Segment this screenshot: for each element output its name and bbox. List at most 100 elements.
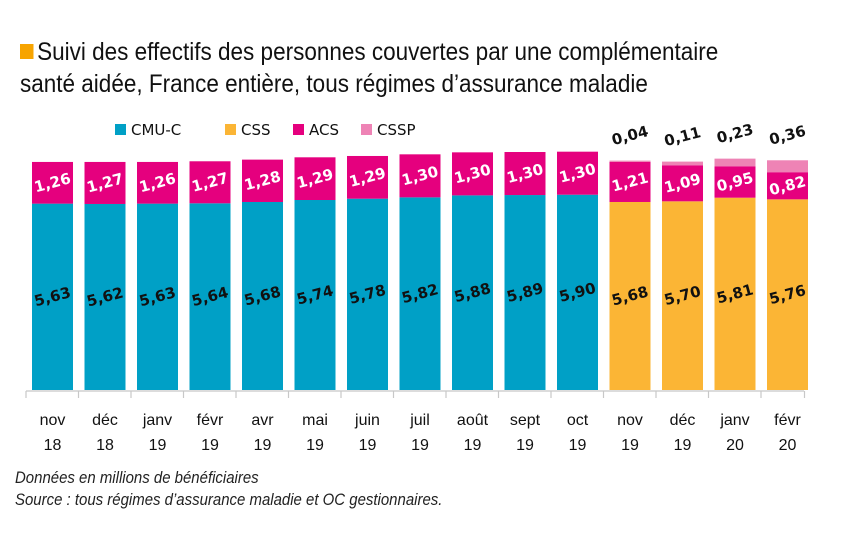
x-tick-label-month: août [457, 412, 489, 429]
bars: 5,631,26 5,621,27 5,631,26 5,641,27 5,681,28… [32, 120, 808, 390]
x-tick-label-year: 18 [44, 437, 62, 454]
bar-segment-acs [452, 152, 493, 196]
bar-group: 5,701,090,11 [662, 123, 703, 390]
bar-segment-cssp [714, 158, 756, 167]
bar-segment-acs [242, 159, 283, 202]
bar-segment-cmu-c [452, 195, 493, 390]
legend-item-cmu-c: CMU-C [115, 121, 181, 139]
x-tick-label-year: 19 [621, 437, 639, 454]
legend-swatch [293, 124, 304, 135]
x-tick-label-month: déc [670, 412, 696, 429]
bar-segment-cmu-c [504, 195, 546, 390]
data-label-cssp: 0,23 [715, 120, 755, 147]
x-tick-label-year: 19 [674, 437, 692, 454]
legend-swatch [225, 124, 236, 135]
x-tick-label-month: janv [719, 412, 749, 429]
bar-segment-acs [84, 161, 126, 204]
title-text-1: Suivi des effectifs des personnes couver… [37, 38, 719, 66]
bar-segment-cmu-c [84, 203, 126, 390]
x-tick-label-month: févr [774, 412, 801, 429]
bar-group: 5,891,30 [504, 152, 546, 390]
bar-segment-cmu-c [294, 200, 336, 390]
legend-label: CSS [241, 121, 271, 139]
x-tick-label-year: 19 [464, 437, 482, 454]
x-tick-label-year: 19 [569, 437, 587, 454]
legend-label: CMU-C [131, 121, 181, 139]
title-marker-square [20, 44, 34, 59]
legend-item-css: CSS [225, 121, 271, 139]
bar-segment-cmu-c [557, 194, 598, 390]
bar-segment-acs [294, 157, 336, 201]
x-tick-label-month: janv [142, 412, 172, 429]
bar-segment-cmu-c [137, 203, 178, 390]
bar-segment-css [662, 201, 703, 390]
bar-group: 5,881,30 [452, 152, 493, 390]
bar-group: 5,641,27 [189, 161, 231, 390]
bar-segment-acs [609, 161, 651, 202]
data-label-cssp: 0,36 [767, 122, 807, 149]
x-tick-label-month: nov [617, 412, 643, 429]
x-tick-label-month: oct [567, 412, 589, 429]
bar-group: 5,760,820,36 [767, 122, 808, 390]
x-tick-label-year: 19 [306, 437, 324, 454]
bar-segment-css [714, 197, 756, 390]
source-note: Source : tous régimes d’assurance maladi… [15, 490, 443, 509]
bar-segment-acs [767, 172, 808, 200]
x-tick-label-year: 19 [254, 437, 272, 454]
legend-label: ACS [309, 121, 339, 139]
bar-segment-cmu-c [242, 201, 283, 390]
data-label-cssp: 0,11 [662, 123, 702, 150]
legend: CMU-C CSS ACS CSSP [115, 121, 416, 139]
bar-segment-css [609, 201, 651, 390]
x-tick-label-year: 20 [726, 437, 744, 454]
bar-segment-cssp [767, 160, 808, 173]
bar-segment-acs [137, 161, 178, 204]
bar-segment-acs [557, 151, 598, 195]
bar-segment-cmu-c [399, 197, 441, 390]
x-tick-label-month: juil [409, 412, 430, 429]
x-axis: nov 18 déc 18 janv 19 févr 19 avr 19 mai 19 juin 19 ju… [25, 390, 806, 454]
legend-swatch [115, 124, 126, 135]
bar-segment-acs [399, 154, 441, 198]
x-tick-label-month: avr [251, 412, 274, 429]
bar-segment-acs [504, 152, 546, 196]
x-tick-label-year: 18 [96, 437, 114, 454]
bar-group: 5,621,27 [84, 161, 126, 390]
bar-group: 5,901,30 [557, 151, 598, 390]
bar-segment-cmu-c [347, 198, 388, 390]
bar-segment-cssp [609, 160, 651, 162]
x-tick-label-year: 19 [411, 437, 429, 454]
bar-group: 5,781,29 [347, 155, 388, 390]
unit-note: Données en millions de bénéficiaires [15, 468, 259, 487]
title-line-2: santé aidée, France entière, tous régime… [20, 70, 648, 98]
bar-segment-cssp [662, 161, 703, 166]
x-tick-label-year: 19 [149, 437, 167, 454]
bar-group: 5,681,210,04 [609, 122, 651, 390]
data-label-cssp: 0,04 [610, 122, 650, 149]
legend-item-cssp: CSSP [361, 121, 416, 139]
bar-group: 5,631,26 [32, 161, 73, 390]
x-tick-label-month: juin [354, 412, 380, 429]
bar-segment-acs [662, 165, 703, 202]
bar-group: 5,821,30 [399, 154, 441, 390]
bar-group: 5,681,28 [242, 159, 283, 390]
bar-segment-acs [347, 155, 388, 199]
x-tick-label-year: 20 [779, 437, 797, 454]
legend-item-acs: ACS [293, 121, 339, 139]
bar-segment-acs [714, 166, 756, 198]
legend-label: CSSP [377, 121, 416, 139]
x-tick-label-year: 19 [516, 437, 534, 454]
x-tick-label-month: sept [510, 412, 541, 429]
x-tick-label-month: mai [302, 412, 328, 429]
x-tick-label-year: 19 [201, 437, 219, 454]
x-tick-label-month: nov [40, 412, 66, 429]
bar-segment-cmu-c [32, 203, 73, 390]
x-tick-label-month: févr [197, 412, 224, 429]
bar-segment-acs [189, 161, 231, 204]
bar-segment-cmu-c [189, 203, 231, 390]
title-line-1: Suivi des effectifs des personnes couver… [20, 36, 758, 68]
legend-swatch [361, 124, 372, 135]
bar-segment-css [767, 199, 808, 390]
chart-title: Suivi des effectifs des personnes couver… [20, 36, 758, 100]
